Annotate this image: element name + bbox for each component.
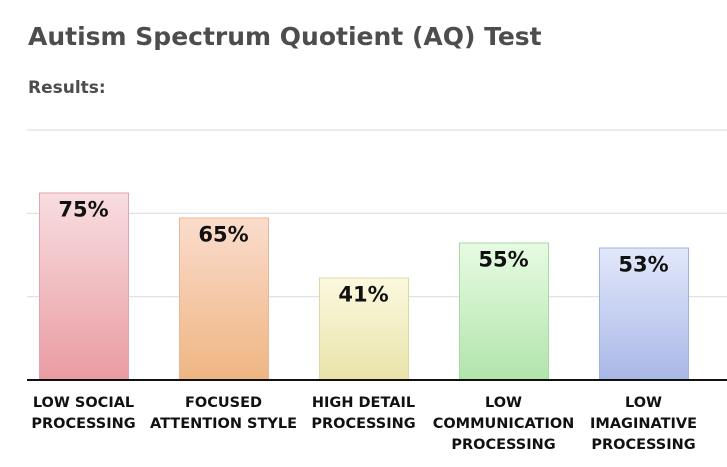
category-label: LOW SOCIAL PROCESSING bbox=[31, 395, 135, 432]
category-labels: LOW SOCIAL PROCESSING FOCUSED ATTENTION STY… bbox=[31, 395, 697, 453]
bar bbox=[319, 277, 409, 381]
bars bbox=[39, 192, 689, 381]
category-label: LOW IMAGINATIVE PROCESSING bbox=[590, 395, 697, 453]
bar bbox=[599, 247, 689, 381]
category-label: LOW COMMUNICATION PROCESSING bbox=[433, 395, 575, 453]
category-label: FOCUSED ATTENTION STYLE bbox=[150, 395, 297, 432]
page-title: Autism Spectrum Quotient (AQ) Test bbox=[28, 22, 542, 51]
value-labels: 75% 65% 41% 55% 53% bbox=[58, 198, 668, 307]
bar-value-label: 75% bbox=[58, 198, 108, 222]
bar bbox=[179, 217, 269, 381]
bar bbox=[459, 242, 549, 381]
category-label: HIGH DETAIL PROCESSING bbox=[311, 395, 415, 432]
bar-value-label: 65% bbox=[198, 223, 248, 247]
bar-value-label: 41% bbox=[338, 283, 388, 307]
bar bbox=[39, 192, 129, 381]
bar-value-label: 55% bbox=[478, 248, 528, 272]
bar-value-label: 53% bbox=[618, 253, 668, 277]
results-subtitle: Results: bbox=[28, 78, 106, 98]
